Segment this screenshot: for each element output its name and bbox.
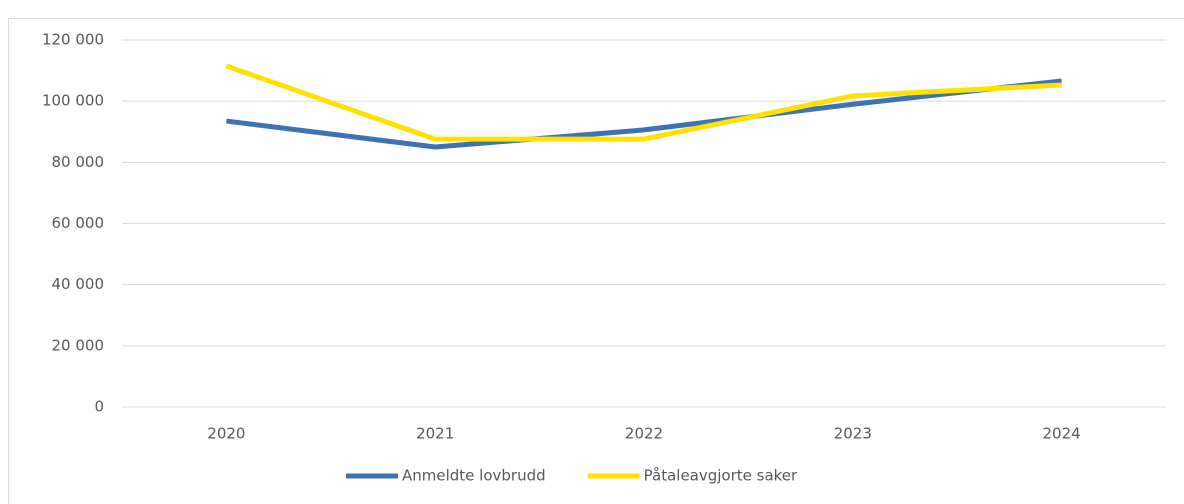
x-tick-label: 2024 [1043, 425, 1081, 443]
x-tick-label: 2023 [834, 425, 872, 443]
series-line [226, 78, 1062, 150]
x-tick-label: 2022 [625, 425, 663, 443]
y-tick-label: 100 000 [42, 92, 104, 110]
chart-frame [8, 18, 1184, 504]
series-line [225, 63, 1062, 142]
x-tick-label: 2020 [207, 425, 245, 443]
y-tick-label: 120 000 [42, 31, 104, 49]
y-tick-label: 20 000 [52, 336, 105, 354]
legend-label: Anmeldte lovbrudd [402, 467, 546, 485]
y-tick-label: 0 [94, 398, 104, 416]
y-tick-label: 80 000 [52, 153, 105, 171]
legend-label: Påtaleavgjorte saker [644, 467, 798, 485]
y-tick-label: 40 000 [52, 275, 105, 293]
x-tick-label: 2021 [416, 425, 454, 443]
y-tick-label: 60 000 [52, 214, 105, 232]
